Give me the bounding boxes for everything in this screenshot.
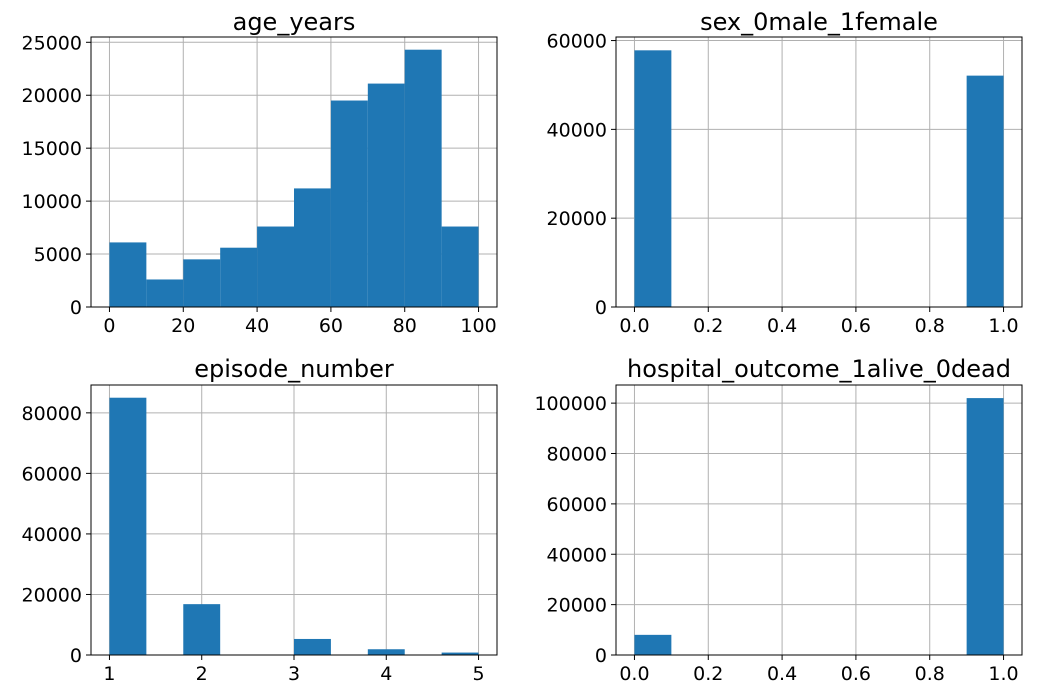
x-tick-label: 0.4 bbox=[767, 663, 797, 685]
axes-frame bbox=[615, 36, 1023, 308]
subplot-title: episode_number bbox=[194, 355, 394, 383]
x-tick-label: 3 bbox=[288, 663, 300, 685]
subplot-episode-number: episode_number 1 2 3 4 5 0 20000 40000 60000 8000… bbox=[22, 355, 498, 685]
histogram-bar bbox=[220, 247, 258, 307]
x-axis-ticks: 1 2 3 4 5 bbox=[103, 655, 485, 685]
x-tick-label: 100 bbox=[460, 315, 496, 337]
y-tick-label: 20000 bbox=[547, 595, 607, 617]
x-tick-label: 0.8 bbox=[915, 315, 945, 337]
histogram-bar bbox=[441, 226, 479, 307]
subplot-title: sex_0male_1female bbox=[700, 8, 938, 36]
histogram-bar bbox=[109, 397, 147, 655]
y-tick-label: 60000 bbox=[22, 463, 82, 485]
y-tick-label: 80000 bbox=[22, 403, 82, 425]
x-tick-label: 20 bbox=[171, 315, 195, 337]
y-axis-ticks: 0 5000 10000 15000 20000 25000 bbox=[22, 32, 91, 319]
x-tick-label: 4 bbox=[380, 663, 392, 685]
y-axis-ticks: 0 20000 40000 60000 80000 100000 bbox=[534, 393, 616, 667]
bars bbox=[634, 398, 1004, 655]
y-tick-label: 40000 bbox=[547, 119, 607, 141]
subplot-age-years: age_years 0 20 40 60 80 100 0 5000 10000 15000 200… bbox=[22, 8, 498, 337]
subplot-title: hospital_outcome_1alive_0dead bbox=[627, 355, 1011, 383]
histogram-bar bbox=[330, 100, 368, 307]
x-tick-label: 0.4 bbox=[767, 315, 797, 337]
y-tick-label: 60000 bbox=[547, 494, 607, 516]
y-tick-label: 0 bbox=[595, 297, 607, 319]
x-axis-ticks: 0.0 0.2 0.4 0.6 0.8 1.0 bbox=[619, 655, 1019, 685]
x-tick-label: 0.0 bbox=[619, 315, 649, 337]
y-tick-label: 20000 bbox=[547, 208, 607, 230]
histogram-bar bbox=[367, 649, 405, 655]
grid bbox=[616, 385, 1022, 656]
x-tick-label: 0.2 bbox=[693, 315, 723, 337]
x-axis-ticks: 0 20 40 60 80 100 bbox=[103, 307, 497, 337]
histogram-bar bbox=[634, 50, 672, 308]
histogram-bar bbox=[257, 226, 294, 307]
subplot-hospital-outcome: hospital_outcome_1alive_0dead 0.0 0.2 0.4 0… bbox=[534, 355, 1023, 685]
y-axis-ticks: 0 20000 40000 60000 bbox=[547, 31, 616, 319]
subplot-sex: sex_0male_1female 0.0 0.2 0.4 0.6 0.8 1.0 0 200… bbox=[547, 8, 1023, 337]
x-tick-label: 5 bbox=[472, 663, 484, 685]
x-tick-label: 0.2 bbox=[693, 663, 723, 685]
x-tick-label: 1.0 bbox=[988, 315, 1018, 337]
histogram-bar bbox=[966, 398, 1004, 655]
histogram-bar bbox=[183, 604, 221, 655]
x-tick-label: 40 bbox=[245, 315, 269, 337]
histogram-bar bbox=[634, 634, 672, 655]
histogram-bar bbox=[294, 638, 331, 655]
y-tick-label: 100000 bbox=[534, 393, 607, 415]
x-tick-label: 0 bbox=[103, 315, 115, 337]
y-tick-label: 10000 bbox=[22, 191, 82, 213]
histogram-bar bbox=[367, 83, 405, 308]
y-axis-ticks: 0 20000 40000 60000 80000 bbox=[22, 403, 91, 667]
histogram-bar bbox=[146, 279, 184, 307]
x-axis-ticks: 0.0 0.2 0.4 0.6 0.8 1.0 bbox=[619, 307, 1019, 337]
y-tick-label: 80000 bbox=[547, 444, 607, 466]
subplot-title: age_years bbox=[233, 8, 356, 36]
histogram-bar bbox=[404, 49, 442, 308]
histogram-bar bbox=[441, 652, 479, 655]
histogram-bar bbox=[183, 259, 221, 307]
y-tick-label: 40000 bbox=[547, 544, 607, 566]
y-tick-label: 5000 bbox=[34, 244, 82, 266]
y-tick-label: 25000 bbox=[22, 32, 82, 54]
histogram-bar bbox=[109, 242, 147, 307]
y-tick-label: 40000 bbox=[22, 524, 82, 546]
y-tick-label: 20000 bbox=[22, 584, 82, 606]
axes-frame bbox=[90, 36, 498, 308]
x-tick-label: 80 bbox=[393, 315, 417, 337]
bars bbox=[109, 397, 479, 655]
y-tick-label: 0 bbox=[70, 297, 82, 319]
bars bbox=[634, 50, 1004, 308]
y-tick-label: 15000 bbox=[22, 138, 82, 160]
y-tick-label: 20000 bbox=[22, 85, 82, 107]
y-tick-label: 60000 bbox=[547, 31, 607, 53]
x-tick-label: 2 bbox=[196, 663, 208, 685]
histogram-bar bbox=[294, 188, 331, 307]
grid bbox=[91, 385, 497, 656]
x-tick-label: 60 bbox=[319, 315, 343, 337]
histogram-bar bbox=[966, 75, 1004, 308]
x-tick-label: 0.8 bbox=[915, 663, 945, 685]
x-tick-label: 0.6 bbox=[841, 663, 871, 685]
x-tick-label: 0.6 bbox=[841, 315, 871, 337]
bars bbox=[109, 49, 479, 308]
y-tick-label: 0 bbox=[595, 645, 607, 667]
y-tick-label: 0 bbox=[70, 645, 82, 667]
axes-frame bbox=[615, 384, 1023, 656]
grid bbox=[616, 37, 1022, 308]
x-tick-label: 1.0 bbox=[988, 663, 1018, 685]
x-tick-label: 0.0 bbox=[619, 663, 649, 685]
x-tick-label: 1 bbox=[103, 663, 115, 685]
